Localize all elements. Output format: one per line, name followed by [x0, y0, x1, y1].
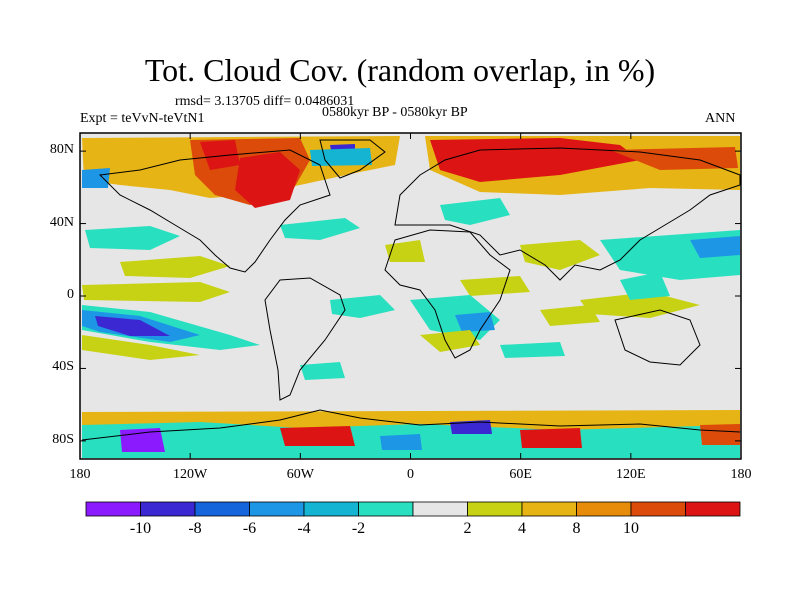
anomaly-region — [82, 282, 230, 302]
colorbar-swatch — [576, 501, 632, 517]
anomaly-region — [280, 426, 355, 446]
anomaly-region — [235, 152, 300, 208]
anomaly-region — [310, 148, 372, 166]
x-tick-label: 120E — [616, 467, 646, 482]
colorbar-swatch — [249, 501, 305, 517]
anomaly-region — [420, 330, 480, 352]
period-label: 0580kyr BP - 0580kyr BP — [322, 105, 468, 120]
colorbar-swatch — [358, 501, 414, 517]
x-tick-label: 180 — [69, 467, 91, 482]
x-tick-label: 120W — [173, 467, 208, 482]
season-label: ANN — [705, 111, 736, 126]
experiment-label: Expt = teVvN-teVtN1 — [80, 111, 205, 126]
anomaly-region — [500, 342, 565, 358]
x-tick-label: 60E — [509, 467, 532, 482]
anomaly-field — [82, 136, 740, 458]
anomaly-region — [620, 272, 670, 300]
anomaly-region — [300, 362, 345, 380]
anomaly-region — [460, 276, 530, 296]
anomaly-region — [385, 240, 425, 262]
y-tick-label: 80N — [49, 142, 74, 158]
colorbar-label: -2 — [351, 520, 366, 537]
coastlines — [81, 139, 741, 441]
colorbar-label: 4 — [518, 520, 526, 537]
anomaly-region — [330, 295, 395, 318]
colorbar-swatch — [412, 501, 468, 517]
axis-ticks — [79, 133, 742, 459]
y-tick-label: 80S — [52, 431, 74, 447]
anomaly-region — [200, 140, 240, 170]
map-title: Tot. Cloud Cov. (random overlap, in %) — [144, 52, 656, 88]
anomaly-region — [85, 226, 180, 250]
coastline-antarctica — [81, 409, 741, 441]
anomaly-region — [95, 316, 170, 336]
colorbar-label: -6 — [242, 520, 257, 537]
colorbar-swatch — [85, 501, 141, 517]
anomaly-region — [280, 218, 360, 240]
colorbar — [85, 501, 741, 517]
anomaly-region — [440, 198, 510, 225]
colorbar-swatch — [194, 501, 250, 517]
coastline-eurasia — [394, 147, 741, 281]
colorbar-label: 10 — [623, 520, 639, 537]
anomaly-region — [82, 335, 200, 360]
colorbar-swatch — [630, 501, 686, 517]
colorbar-label: -4 — [297, 520, 311, 537]
colorbar-swatch — [140, 501, 196, 517]
coastline-north-america — [98, 149, 331, 273]
coastline-africa — [384, 229, 511, 359]
y-tick-label: 40S — [52, 359, 74, 375]
y-tick-label: 0 — [67, 287, 74, 302]
colorbar-label: -10 — [129, 520, 152, 537]
anomaly-region — [690, 236, 740, 258]
x-tick-label: 0 — [407, 467, 414, 482]
y-tick-label: 40N — [49, 214, 74, 230]
coastline-australia — [614, 309, 701, 366]
x-tick-label: 180 — [730, 467, 752, 482]
colorbar-swatch — [521, 501, 577, 517]
anomaly-region — [82, 168, 110, 188]
anomaly-region — [540, 305, 600, 326]
colorbar-label: 2 — [463, 520, 472, 537]
anomaly-region — [450, 420, 492, 434]
coastline-south-america — [264, 277, 346, 401]
colorbar-label: -8 — [188, 520, 202, 537]
anomaly-region — [380, 434, 422, 450]
colorbar-swatch — [685, 501, 741, 517]
anomaly-region — [520, 428, 582, 448]
anomaly-region — [455, 312, 495, 332]
anomaly-region — [120, 256, 230, 278]
colorbar-label: 8 — [572, 520, 581, 537]
anomaly-region — [580, 292, 700, 318]
colorbar-swatch — [467, 501, 523, 517]
x-tick-label: 60W — [286, 467, 314, 482]
anomaly-region — [700, 424, 740, 445]
coastline-greenland — [319, 139, 386, 179]
colorbar-swatch — [303, 501, 359, 517]
rmsd-diff-text: rmsd= 3.13705 diff= 0.0486031 — [175, 94, 355, 109]
